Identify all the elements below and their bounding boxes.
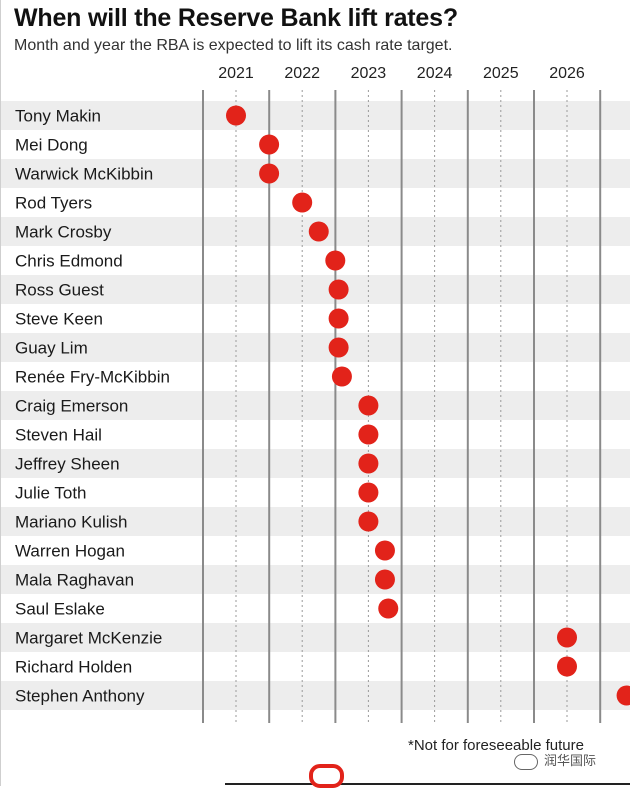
x-tick-label: 2021 — [218, 65, 254, 82]
economist-name: Rod Tyers — [15, 194, 92, 213]
x-tick-label: 2024 — [417, 65, 453, 82]
economist-name: Richard Holden — [15, 658, 132, 677]
x-tick-label: 2025 — [483, 65, 519, 82]
chart-title: When will the Reserve Bank lift rates? — [14, 4, 458, 32]
economist-name: Tony Makin — [15, 107, 101, 126]
forecast-dot — [378, 598, 399, 619]
economist-name: Guay Lim — [15, 339, 88, 358]
forecast-dot — [325, 250, 346, 271]
economist-name: Mark Crosby — [15, 223, 112, 242]
forecast-dot — [331, 366, 352, 387]
scroll-handle[interactable] — [309, 764, 344, 788]
economist-name: Mei Dong — [15, 136, 88, 155]
economist-name: Renée Fry-McKibbin — [15, 368, 170, 387]
x-tick-label: 2022 — [284, 65, 320, 82]
economist-name: Warren Hogan — [15, 542, 125, 561]
rba-forecast-dot-plot: 2021 2022 2023 2024 2025 2026 Tony Makin Mei Do… — [1, 65, 630, 723]
forecast-dot — [616, 685, 630, 706]
watermark: 润华国际 — [514, 750, 596, 770]
forecast-dot — [557, 627, 577, 648]
forecast-dot — [292, 192, 313, 213]
economist-name: Saul Eslake — [15, 600, 105, 619]
forecast-dot — [358, 453, 379, 474]
forecast-dot — [328, 308, 349, 329]
forecast-dot — [328, 279, 349, 300]
row-band — [1, 275, 630, 304]
forecast-dot — [259, 163, 280, 184]
forecast-dot — [374, 540, 395, 561]
economist-name: Ross Guest — [15, 281, 104, 300]
forecast-dot — [358, 395, 379, 416]
footnote: *Not for foreseeable future — [408, 737, 584, 754]
row-band — [1, 449, 630, 478]
economist-name: Mariano Kulish — [15, 513, 127, 532]
forecast-dot — [328, 337, 349, 358]
economist-name: Stephen Anthony — [15, 687, 145, 706]
economist-name: Warwick McKibbin — [15, 165, 153, 184]
row-band — [1, 391, 630, 420]
economist-name: Steve Keen — [15, 310, 103, 329]
x-tick-label: 2023 — [351, 65, 387, 82]
row-band — [1, 623, 630, 652]
wechat-icon — [514, 753, 538, 770]
row-band — [1, 565, 630, 594]
forecast-dot — [308, 221, 329, 242]
frame-left-border — [0, 0, 1, 786]
economist-name: Steven Hail — [15, 426, 102, 445]
row-band — [1, 333, 630, 362]
row-band — [1, 507, 630, 536]
chart-subtitle: Month and year the RBA is expected to li… — [14, 37, 453, 54]
forecast-dot — [259, 134, 280, 155]
economist-name: Chris Edmond — [15, 252, 123, 271]
forecast-dot — [358, 511, 379, 532]
watermark-text: 润华国际 — [544, 753, 597, 768]
economist-name: Craig Emerson — [15, 397, 128, 416]
economist-name: Julie Toth — [15, 484, 87, 503]
economist-name: Jeffrey Sheen — [15, 455, 120, 474]
forecast-dot — [358, 482, 379, 503]
row-band — [1, 681, 630, 710]
bottom-rule — [225, 783, 630, 785]
forecast-dot — [358, 424, 379, 445]
forecast-dot — [374, 569, 395, 590]
row-band — [1, 101, 630, 130]
economist-name: Mala Raghavan — [15, 571, 134, 590]
economist-name: Margaret McKenzie — [15, 629, 162, 648]
x-tick-label: 2026 — [549, 65, 585, 82]
forecast-dot — [557, 656, 577, 677]
forecast-dot — [226, 105, 246, 126]
row-band — [1, 159, 630, 188]
